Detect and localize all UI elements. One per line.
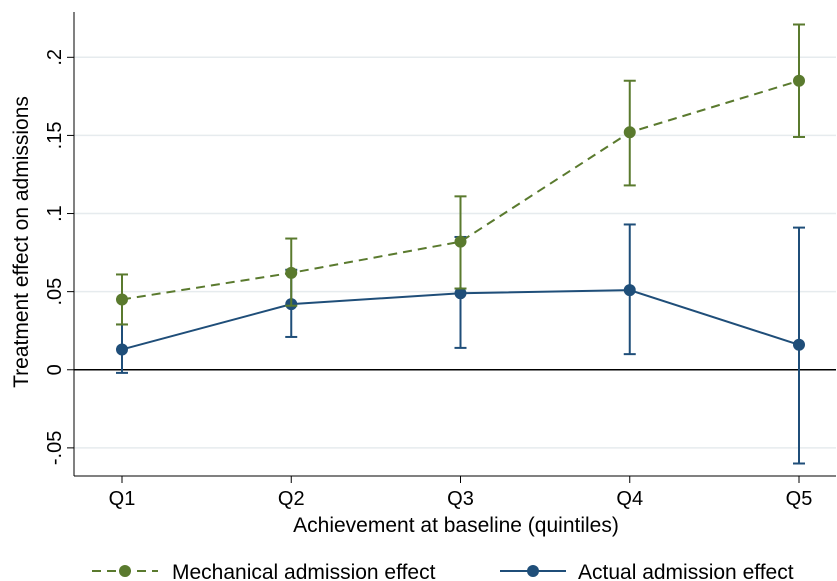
x-tick-label: Q3 <box>447 488 474 510</box>
x-axis-title: Achievement at baseline (quintiles) <box>293 514 619 537</box>
legend-marker-actual <box>527 565 539 577</box>
y-axis-title: Treatment effect on admissions <box>10 96 33 388</box>
y-tick-label: .05 <box>44 278 66 306</box>
x-axis-ticks: Q1 Q2 Q3 Q4 Q5 <box>109 476 813 510</box>
x-tick-label: Q1 <box>109 488 136 510</box>
x-tick-label: Q2 <box>278 488 305 510</box>
data-point-mechanical <box>623 126 636 139</box>
data-point-mechanical <box>285 266 298 279</box>
series-line-mechanical <box>121 79 800 301</box>
data-point-actual <box>793 338 805 351</box>
axes <box>73 12 836 477</box>
y-tick-label: .15 <box>44 122 66 150</box>
data-point-mechanical <box>454 235 467 248</box>
legend-label-mechanical: Mechanical admission effect <box>172 561 436 581</box>
data-point-actual <box>116 343 128 356</box>
data-point-mechanical <box>793 74 805 87</box>
legend-item-mechanical: Mechanical admission effect <box>92 561 436 581</box>
y-axis-ticks: -.05 0 .05 .1 .15 .2 <box>44 49 74 465</box>
x-tick-label: Q4 <box>616 488 643 510</box>
x-tick-label: Q5 <box>786 488 813 510</box>
series-mechanical <box>116 23 805 326</box>
y-tick-label: .1 <box>44 205 66 222</box>
data-point-actual <box>623 284 636 297</box>
y-tick-label: .2 <box>44 49 66 66</box>
data-point-actual <box>454 287 467 300</box>
data-point-mechanical <box>116 293 128 306</box>
plot-series <box>116 23 805 465</box>
legend-marker-mechanical <box>119 565 131 577</box>
legend: Mechanical admission effect Actual admis… <box>92 561 794 581</box>
y-tick-label: 0 <box>44 364 66 375</box>
grid-lines <box>74 56 836 449</box>
y-tick-label: -.05 <box>44 431 66 465</box>
legend-item-actual: Actual admission effect <box>500 561 794 581</box>
legend-label-actual: Actual admission effect <box>578 561 794 581</box>
